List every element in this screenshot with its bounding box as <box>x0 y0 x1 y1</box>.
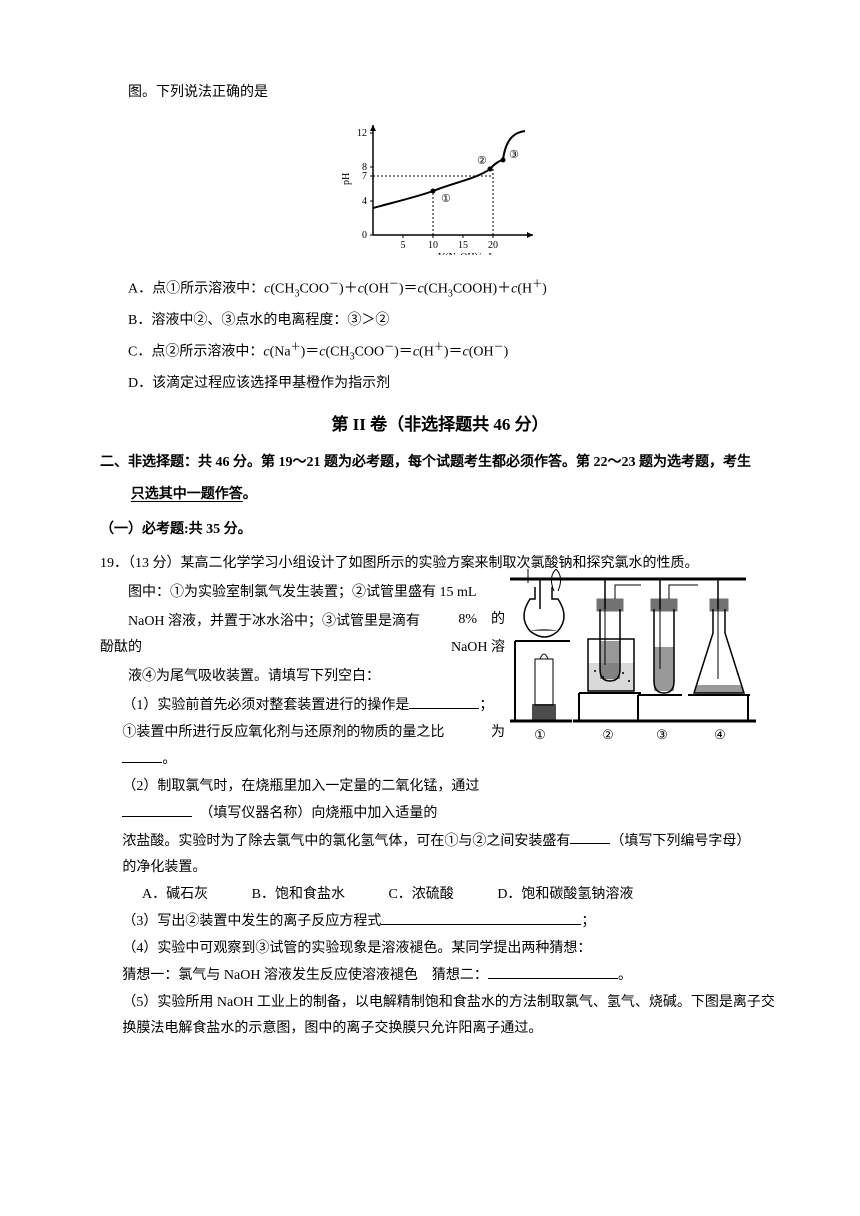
q19-p1-b: ①装置中所进行反应氧化剂与还原剂的物质的量之比 <box>122 725 444 740</box>
q19-p5b: 换膜法电解食盐水的示意图，图中的离子交换膜只允许阳离子通过。 <box>122 1016 780 1043</box>
flask-1 <box>510 569 572 721</box>
q19-p2c-tail: （填写下列编号字母） <box>610 833 750 848</box>
opt-a: A．碱石灰 <box>142 887 208 902</box>
svg-text:①: ① <box>441 193 451 205</box>
opt-d: D．饱和碳酸氢钠溶液 <box>497 887 633 902</box>
option-a: A．点①所示溶液中：c(CH3COO－)＋c(OH－)＝c(CH3COOH)＋c… <box>100 275 780 303</box>
titration-chart: 0 4 7 8 12 5 10 15 20 ① ② <box>100 115 780 266</box>
svg-text:③: ③ <box>509 149 519 161</box>
q19-p1-a: （1）实验前首先必须对整套装置进行的操作是 <box>122 698 409 713</box>
section2-intro-line2: 只选其中一题作答。 <box>100 482 780 509</box>
section2-intro: 二、非选择题：共 46 分。第 19～21 题为必考题，每个试题考生都必须作答。… <box>100 450 780 477</box>
opt-c: C．浓硫酸 <box>388 887 453 902</box>
q19-p3: （3）写出②装置中发生的离子反应方程式 ； <box>122 908 780 935</box>
svg-text:10: 10 <box>428 240 438 251</box>
q19-p4a: （4）实验中可观察到③试管的实验现象是溶液褪色。某同学提出两种猜想： <box>122 936 780 963</box>
blank-operation[interactable] <box>409 692 479 709</box>
q19-p4b-tail: 。 <box>618 968 632 983</box>
blank-letter[interactable] <box>570 828 610 845</box>
svg-text:20: 20 <box>488 240 498 251</box>
q19-p1-a-tail: ； <box>479 698 493 713</box>
svg-text:V(NaOH)/mL: V(NaOH)/mL <box>438 252 495 255</box>
option-c: C．点②所示溶液中：c(Na＋)＝c(CH3COO－)＝c(H＋)＝c(OH－) <box>100 338 780 366</box>
label-2: ② <box>602 727 614 742</box>
blank-ionic[interactable] <box>381 908 581 925</box>
q19-p1a-tail: 8% 的 <box>430 607 505 634</box>
apparatus-diagram: ① ② ③ ④ <box>500 569 760 765</box>
section2-intro-tail: 。 <box>243 487 257 502</box>
section2-title: 第 II 卷（非选择题共 46 分） <box>100 409 780 441</box>
q19-p4b-txt: 猜想一：氯气与 NaOH 溶液发生反应使溶液褪色 猜想二： <box>122 968 488 983</box>
q19-p2d: 的净化装置。 <box>122 855 780 882</box>
q19-p1a: 图中：①为实验室制氯气发生装置；②试管里盛有 15 mL <box>128 585 476 600</box>
q19-p2c-txt: 浓盐酸。实验时为了除去氯气中的氯化氢气体，可在①与②之间安装盛有 <box>122 833 570 848</box>
tube-2 <box>573 579 643 721</box>
q19-p5a: （5）实验所用 NaOH 工业上的制备，以电解精制饱和食盐水的方法制取氯气、氢气… <box>122 990 780 1017</box>
q19-p3-tail: ； <box>581 914 595 929</box>
svg-text:5: 5 <box>401 240 406 251</box>
svg-text:②: ② <box>477 155 487 167</box>
blank-ratio[interactable] <box>122 746 162 763</box>
tube-3 <box>632 579 698 721</box>
q19-p2b-txt: （填写仪器名称）向烧瓶中加入适量的 <box>206 806 437 821</box>
svg-text:8: 8 <box>362 162 367 173</box>
intro-text: 图。下列说法正确的是 <box>100 80 780 107</box>
blank-instrument[interactable] <box>122 800 192 817</box>
blank-guess2[interactable] <box>488 962 618 979</box>
question-19: ① ② ③ ④ 19．（13 分）某高二化学学习小组设计了如图所示的实验方案来制… <box>100 551 780 1042</box>
svg-text:pH: pH <box>341 172 352 184</box>
svg-text:0: 0 <box>362 230 367 241</box>
q19-p4b: 猜想一：氯气与 NaOH 溶液发生反应使溶液褪色 猜想二： 。 <box>122 962 780 989</box>
label-4: ④ <box>714 727 726 742</box>
q19-p1b: NaOH 溶液，并置于冰水浴中；③试管里是滴有酚酞的 <box>100 614 420 656</box>
svg-text:12: 12 <box>357 128 367 139</box>
opt-b: B．饱和食盐水 <box>252 887 345 902</box>
emph-underline: 只选其中一题作答 <box>131 487 243 502</box>
section2-intro-a: 二、非选择题：共 46 分。第 19～21 题为必考题，每个试题考生都必须作答。… <box>100 455 751 470</box>
svg-text:4: 4 <box>362 196 367 207</box>
option-b: B．溶液中②、③点水的电离程度：③＞② <box>100 308 780 335</box>
q19-p2-opts: A．碱石灰 B．饱和食盐水 C．浓硫酸 D．饱和碳酸氢钠溶液 <box>142 882 780 909</box>
q19-p2b: （填写仪器名称）向烧瓶中加入适量的 <box>122 800 780 827</box>
q19-p3-txt: （3）写出②装置中发生的离子反应方程式 <box>122 914 381 929</box>
flask-4 <box>684 579 756 721</box>
required-section: （一）必考题:共 35 分。 <box>100 517 780 544</box>
chart-svg: 0 4 7 8 12 5 10 15 20 ① ② <box>335 115 545 255</box>
label-3: ③ <box>656 727 668 742</box>
label-1: ① <box>534 727 546 742</box>
q19-p1b-tail: NaOH 溶 <box>423 635 505 662</box>
q19-p2a: （2）制取氯气时，在烧瓶里加入一定量的二氧化锰，通过 <box>122 774 780 801</box>
q19-p2c: 浓盐酸。实验时为了除去氯气中的氯化氢气体，可在①与②之间安装盛有 （填写下列编号字… <box>122 828 780 855</box>
svg-text:15: 15 <box>458 240 468 251</box>
option-d: D．该滴定过程应该选择甲基橙作为指示剂 <box>100 371 780 398</box>
q19-p1c-tail: 。 <box>162 752 176 767</box>
